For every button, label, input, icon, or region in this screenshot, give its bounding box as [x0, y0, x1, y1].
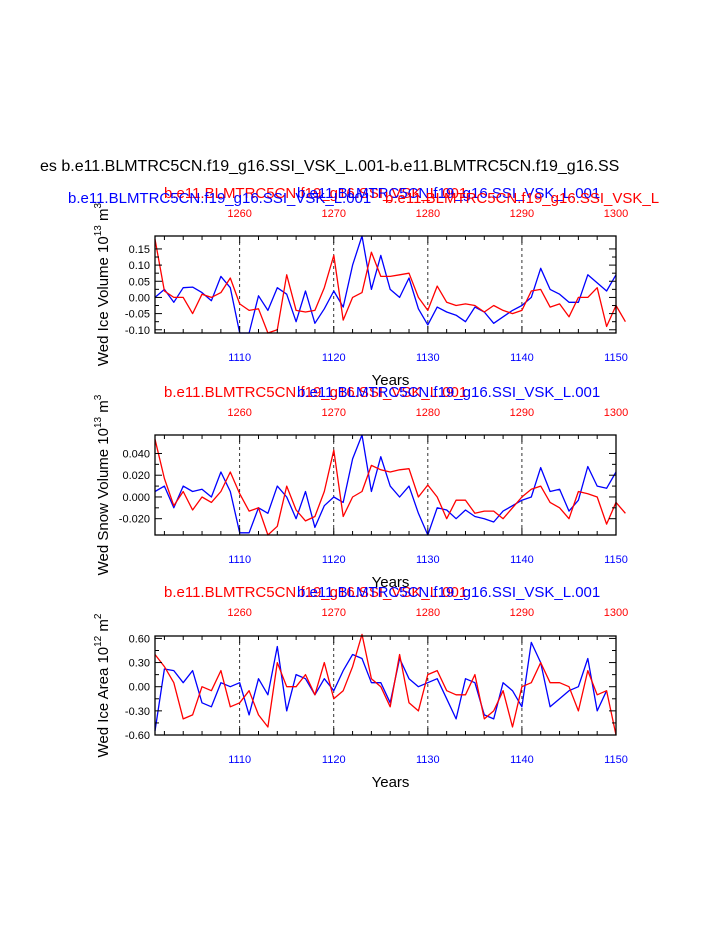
y-label-text: Wed Ice Area 10 [95, 647, 112, 758]
y-tick-label: 0.10 [129, 260, 150, 272]
x-tick-label-top: 1290 [510, 607, 534, 619]
y-tick-label: 0.000 [122, 492, 150, 504]
x-tick-label-top: 1260 [227, 407, 251, 419]
x-tick-label-bottom: 1120 [322, 554, 346, 566]
series-line-blue [154, 641, 608, 732]
y-label-unit-exponent: 3 [93, 394, 104, 400]
y-tick-label: -0.020 [119, 514, 150, 526]
y-label-exponent: 12 [93, 635, 104, 647]
x-tick-label-bottom: 1130 [416, 352, 440, 364]
x-tick-label-top: 1280 [416, 607, 440, 619]
title-red: b.e11.BLMTRC5CN.f19_g16.SSI_VSK_L.001 [164, 384, 467, 401]
x-tick-label-top: 1260 [227, 607, 251, 619]
title-overlap-blue: b.e11.BLMTRC5CN.f19_g16.SSI_VSK_L.001 [297, 185, 600, 202]
title-overlap-red: b.e11.BLMTRC5CN.f19_g16.SSI_VSK_L [385, 190, 659, 207]
x-tick-label-bottom: 1150 [604, 554, 628, 566]
y-tick-label: -0.10 [125, 325, 150, 337]
x-tick-label-bottom: 1130 [416, 754, 440, 766]
x-tick-label-top: 1270 [322, 208, 346, 220]
x-tick-label-bottom: 1140 [510, 754, 534, 766]
x-tick-label-top: 1290 [510, 407, 534, 419]
x-axis-label: Years [372, 372, 410, 389]
x-tick-label-bottom: 1110 [228, 754, 251, 766]
chart-panel-2: -0.020 0.000 0.020 0.040 1110 1120 1130 1140 115… [93, 384, 628, 591]
y-tick-label: 0.040 [122, 448, 150, 460]
title-blue: b.e11.BLMTRC5CN.f19_g16.SSI_VSK_L.001 [297, 584, 600, 601]
series-line-blue [154, 235, 617, 334]
y-tick-label: 0.30 [129, 658, 150, 670]
y-axis-label: Wed Ice Volume 1013 m3 [93, 202, 112, 366]
y-tick-label: -0.60 [125, 730, 150, 742]
chart-panel-1: -0.10 -0.05 0.00 0.05 0.10 0.15 1110 1120 1130 11… [68, 185, 659, 389]
y-label-text: Wed Snow Volume 10 [95, 428, 112, 575]
x-tick-label-bottom: 1130 [416, 554, 440, 566]
x-tick-label-top: 1280 [416, 407, 440, 419]
title-blue: b.e11.BLMTRC5CN.f19_g16.SSI_VSK_L.001 [68, 190, 371, 207]
title-blue: b.e11.BLMTRC5CN.f19_g16.SSI_VSK_L.001 [297, 384, 600, 401]
plot-frame [154, 235, 617, 334]
x-axis-label: Years [372, 774, 410, 791]
y-label-text: Wed Ice Volume 10 [95, 236, 112, 366]
x-tick-label-bottom: 1140 [510, 554, 534, 566]
x-tick-label-bottom: 1120 [322, 754, 346, 766]
x-tick-label-top: 1270 [322, 407, 346, 419]
x-tick-label-top: 1300 [604, 607, 628, 619]
y-axis-label: Wed Ice Area 1012 m2 [93, 613, 112, 757]
x-tick-label-top: 1270 [322, 607, 346, 619]
y-tick-label: 0.00 [129, 292, 150, 304]
y-tick-label: 0.15 [129, 244, 150, 256]
x-tick-label-bottom: 1110 [228, 352, 251, 364]
y-tick-label: -0.30 [125, 706, 150, 718]
x-tick-label-bottom: 1150 [604, 352, 628, 364]
x-tick-label-top: 1260 [227, 208, 251, 220]
series-line-red [154, 239, 626, 334]
y-axis-label: Wed Snow Volume 1013 m3 [93, 394, 112, 575]
x-tick-label-top: 1290 [510, 208, 534, 220]
x-tick-label-top: 1300 [604, 208, 628, 220]
y-label-unit-exponent: 3 [93, 202, 104, 208]
x-tick-label-top: 1300 [604, 407, 628, 419]
y-label-unit: m [95, 208, 112, 225]
x-tick-label-top: 1280 [416, 208, 440, 220]
y-label-unit: m [95, 619, 112, 636]
title-red: b.e11.BLMTRC5CN.f19_g16.SSI_VSK_L.001 [164, 185, 467, 202]
y-tick-label: -0.05 [125, 309, 150, 321]
plot-frame [154, 434, 617, 536]
plot-frame [154, 635, 617, 736]
y-tick-label: 0.05 [129, 276, 150, 288]
x-axis-label: Years [372, 574, 410, 591]
y-label-unit: m [95, 400, 112, 417]
y-label-unit-exponent: 2 [93, 613, 104, 619]
series-line-red [154, 439, 626, 536]
x-tick-label-bottom: 1120 [322, 352, 346, 364]
y-tick-label: 0.00 [129, 682, 150, 694]
y-tick-label: 0.60 [129, 633, 150, 645]
x-tick-label-bottom: 1140 [510, 352, 534, 364]
x-tick-label-bottom: 1150 [604, 754, 628, 766]
y-label-exponent: 13 [93, 416, 104, 428]
chart-panel-3: -0.60 -0.30 0.00 0.30 0.60 1110 1120 1130 1140 11… [93, 584, 628, 791]
series-line-red [154, 633, 617, 736]
x-tick-label-bottom: 1110 [228, 554, 251, 566]
title-red: b.e11.BLMTRC5CN.f19_g16.SSI_VSK_L.001 [164, 584, 467, 601]
y-label-exponent: 13 [93, 225, 104, 237]
y-tick-label: 0.020 [122, 470, 150, 482]
figure-title: es b.e11.BLMTRC5CN.f19_g16.SSI_VSK_L.001… [40, 158, 619, 175]
